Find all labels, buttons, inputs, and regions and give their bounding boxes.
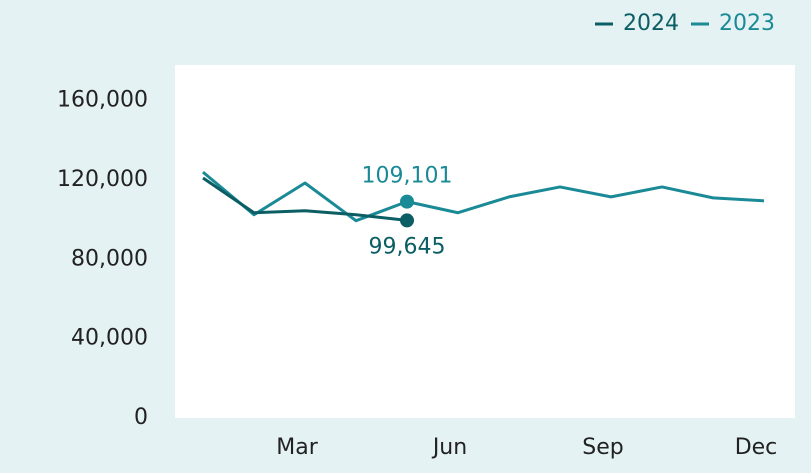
legend-label: 2023 [719,11,775,36]
series-line [202,176,408,222]
end-marker [400,194,414,209]
data-label: 109,101 [362,164,453,189]
y-tick-label: 160,000 [57,88,148,113]
legend-label: 2024 [623,11,679,36]
x-tick-label: Mar [276,435,318,460]
series-line [202,170,765,223]
y-tick-label: 120,000 [57,167,148,192]
x-tick-label: Sep [582,435,623,460]
x-tick-label: Jun [431,435,467,460]
y-tick-label: 0 [134,405,148,430]
plot-area [175,65,795,418]
x-tick-label: Dec [735,435,778,460]
end-marker [400,213,414,228]
data-label: 99,645 [369,234,446,259]
y-tick-label: 40,000 [71,326,148,351]
y-tick-label: 80,000 [71,246,148,271]
